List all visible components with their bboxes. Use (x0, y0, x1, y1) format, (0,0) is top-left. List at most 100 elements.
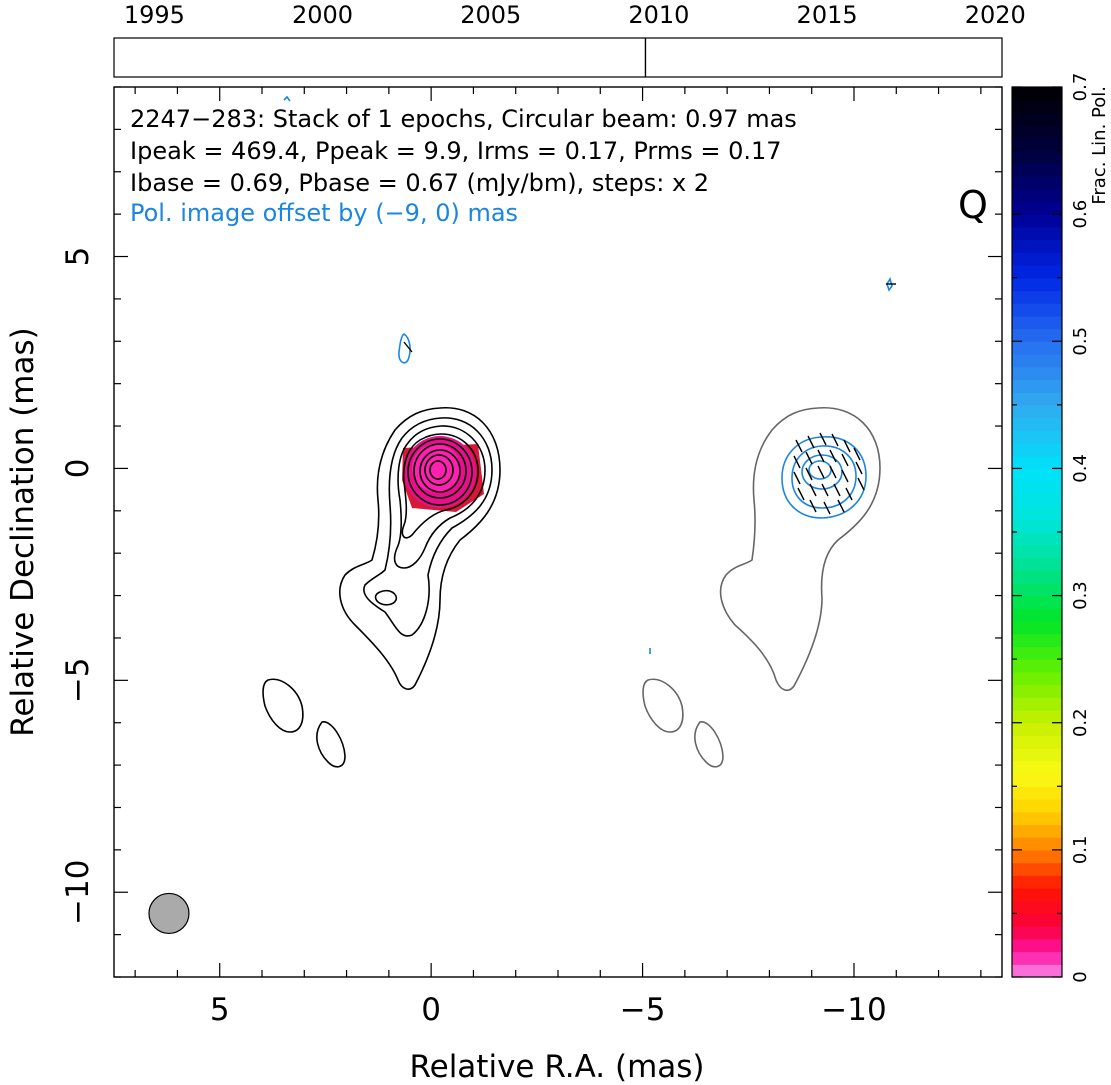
colorbar-band (1012, 455, 1062, 470)
colorbar-band (1012, 163, 1062, 177)
y-tick-label: −10 (60, 860, 96, 925)
colorbar-band (1012, 150, 1062, 164)
colorbar-tick-label: 0.6 (1070, 200, 1091, 229)
colorbar-band (1012, 532, 1062, 546)
axis-ticks (114, 86, 1002, 978)
colorbar-band (1012, 595, 1062, 609)
colorbar-ticks (1012, 86, 1062, 978)
evpa-vectors (403, 283, 896, 515)
colorbar-tick-label: 0.4 (1070, 454, 1091, 483)
colorbar-band (1012, 582, 1062, 597)
x-tick-label: −10 (821, 992, 886, 1028)
colorbar-band (1012, 87, 1062, 101)
beam-ellipse (148, 892, 190, 935)
colorbar-band (1012, 913, 1062, 927)
header-line-3: Ibase = 0.69, Pbase = 0.67 (mJy/bm), ste… (130, 169, 709, 197)
colorbar-band (1012, 862, 1062, 876)
colorbar-gradient (1012, 87, 1062, 978)
colorbar-band (1012, 938, 1062, 953)
colorbar-band (1012, 671, 1062, 686)
header-line-2: Ipeak = 469.4, Ppeak = 9.9, Irms = 0.17,… (130, 137, 782, 165)
colorbar-band (1012, 786, 1062, 800)
colorbar-band (1012, 799, 1062, 813)
colorbar-band (1012, 570, 1062, 584)
colorbar-band (1012, 493, 1062, 508)
colorbar-band (1012, 710, 1062, 724)
colorbar-band (1012, 824, 1062, 838)
timeline-year-label: 1995 (124, 1, 185, 29)
colorbar-band (1012, 519, 1062, 533)
colorbar-tick-label: 0 (1070, 971, 1091, 982)
colorbar: 0 0.1 0.2 0.3 0.4 0.5 0.6 0.7 Frac. Lin. Pol. (1011, 73, 1110, 983)
colorbar-band (1012, 354, 1062, 368)
colorbar-band (1012, 837, 1062, 851)
colorbar-band (1012, 888, 1062, 902)
x-tick-label: −5 (620, 992, 666, 1028)
colorbar-band (1012, 659, 1062, 673)
colorbar-band (1012, 849, 1062, 864)
colorbar-band (1012, 188, 1062, 203)
epoch-timeline: 1995 2000 2005 2010 2015 2020 (113, 1, 1026, 78)
colorbar-band (1012, 226, 1062, 241)
colorbar-band (1012, 201, 1062, 215)
y-tick-labels: 5 0 −5 −10 (60, 247, 96, 925)
colorbar-band (1012, 214, 1062, 228)
colorbar-band (1012, 964, 1062, 978)
colorbar-band (1012, 290, 1062, 304)
colorbar-band (1012, 748, 1062, 762)
plot-area: 5 0 −5 −10 5 0 −5 −10 Relative R.A. (mas) Rela… (5, 86, 1003, 1085)
colorbar-band (1012, 252, 1062, 266)
stokes-i-contours (262, 407, 501, 768)
offset-intensity-contours (642, 407, 881, 768)
colorbar-band (1012, 265, 1062, 279)
polarized-intensity-contours (283, 95, 893, 654)
colorbar-band (1012, 468, 1062, 482)
colorbar-band (1012, 633, 1062, 648)
colorbar-band (1012, 112, 1062, 126)
colorbar-band (1012, 277, 1062, 292)
colorbar-tick-label: 0.2 (1070, 708, 1091, 737)
colorbar-band (1012, 315, 1062, 330)
colorbar-band (1012, 875, 1062, 889)
colorbar-band (1012, 392, 1062, 406)
colorbar-band (1012, 722, 1062, 737)
colorbar-band (1012, 404, 1062, 419)
colorbar-band (1012, 481, 1062, 495)
colorbar-tick-label: 0.5 (1070, 327, 1091, 356)
colorbar-band (1012, 773, 1062, 787)
y-tick-label: 5 (60, 247, 96, 267)
colorbar-band (1012, 443, 1062, 457)
x-tick-label: 5 (210, 992, 230, 1028)
colorbar-band (1012, 328, 1062, 342)
colorbar-band (1012, 176, 1062, 190)
colorbar-label: Frac. Lin. Pol. (1089, 86, 1110, 205)
timeline-year-label: 2000 (292, 1, 353, 29)
i-contour-blob-2 (316, 721, 346, 768)
colorbar-band (1012, 125, 1062, 139)
i-contour-lowest (339, 407, 501, 690)
colorbar-band (1012, 544, 1062, 559)
colorbar-band (1012, 900, 1062, 915)
colorbar-band (1012, 684, 1062, 698)
colorbar-tick-label: 0.7 (1070, 73, 1091, 102)
colorbar-tick-labels: 0 0.1 0.2 0.3 0.4 0.5 0.6 0.7 (1070, 73, 1091, 983)
colorbar-band (1012, 697, 1062, 711)
timeline-year-label: 2015 (797, 1, 858, 29)
colorbar-band (1012, 303, 1062, 317)
timeline-frame (113, 37, 1003, 78)
offset-note: Pol. image offset by (−9, 0) mas (130, 199, 518, 227)
colorbar-tick-label: 0.3 (1070, 581, 1091, 610)
x-tick-label: 0 (421, 992, 441, 1028)
colorbar-band (1012, 811, 1062, 826)
colorbar-band (1012, 926, 1062, 940)
band-label: Q (958, 183, 988, 227)
colorbar-band (1012, 951, 1062, 965)
y-axis-label: Relative Declination (mas) (5, 327, 41, 737)
header-line-1: 2247−283: Stack of 1 epochs, Circular be… (130, 105, 797, 133)
y-tick-label: 0 (60, 459, 96, 479)
colorbar-band (1012, 137, 1062, 152)
y-tick-label: −5 (60, 657, 96, 703)
colorbar-band (1012, 379, 1062, 393)
colorbar-band (1012, 417, 1062, 431)
